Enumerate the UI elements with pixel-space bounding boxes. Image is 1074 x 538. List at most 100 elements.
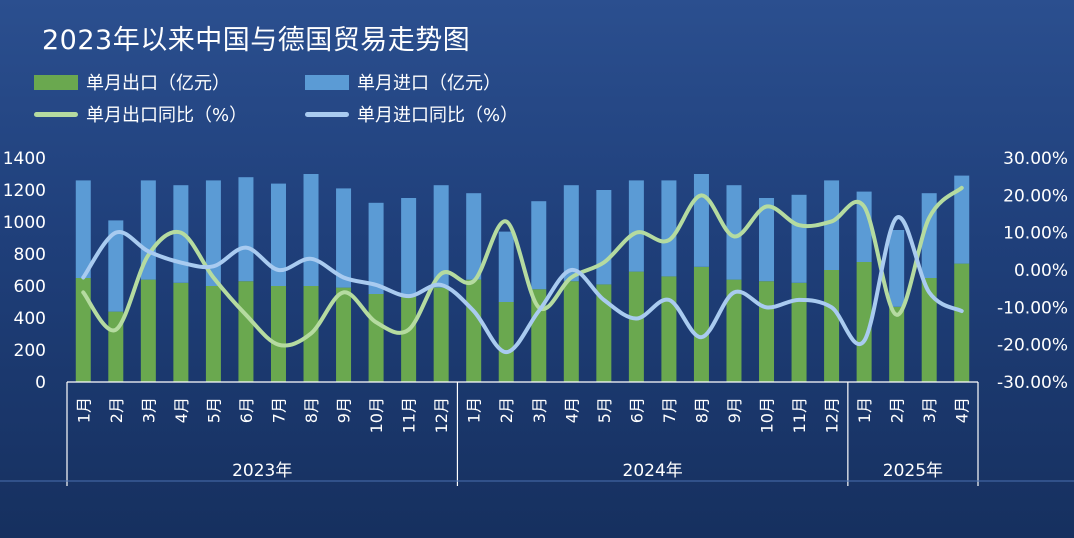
y-right-tick-label: -20.00% xyxy=(997,336,1068,356)
bar-export xyxy=(628,271,644,382)
y-left-tick-label: 1400 xyxy=(3,149,46,169)
x-tick-label: 9月 xyxy=(335,397,354,423)
legend-label-export: 单月出口（亿元） xyxy=(86,73,230,94)
bar-export xyxy=(498,302,514,382)
bar-import xyxy=(108,220,124,312)
y-left-tick-label: 800 xyxy=(14,245,46,265)
y-right-tick-label: 20.00% xyxy=(1003,186,1068,206)
bar-import xyxy=(433,185,449,288)
x-tick-label: 9月 xyxy=(725,397,744,423)
bar-export xyxy=(205,286,221,382)
bar-export xyxy=(401,295,417,382)
legend-label-import-yoy: 单月进口同比（%） xyxy=(357,105,519,126)
x-tick-label: 11月 xyxy=(790,397,809,433)
x-tick-label: 7月 xyxy=(660,397,679,423)
bar-export xyxy=(563,281,579,382)
bar-import xyxy=(596,190,612,285)
bar-import xyxy=(759,198,775,282)
bar-export xyxy=(75,278,91,382)
legend-item-export: 单月出口（亿元） xyxy=(34,69,230,95)
x-tick-label: 1月 xyxy=(74,397,93,423)
line-export-yoy xyxy=(81,185,964,348)
bar-export xyxy=(531,289,547,382)
bar-import xyxy=(693,174,709,267)
bar-import xyxy=(791,194,807,283)
bar-import xyxy=(498,231,514,302)
x-tick-label: 5月 xyxy=(595,397,614,423)
bar-import xyxy=(628,180,644,272)
x-group-label: 2023年 xyxy=(232,461,292,481)
x-tick-label: 4月 xyxy=(562,397,581,423)
x-tick-label: 11月 xyxy=(400,397,419,433)
x-tick-label: 4月 xyxy=(953,397,972,423)
legend-label-export-yoy: 单月出口同比（%） xyxy=(86,105,248,126)
x-tick-label: 2月 xyxy=(107,397,126,423)
bar-import xyxy=(238,177,254,282)
bar-export xyxy=(466,279,482,382)
x-tick-label: 8月 xyxy=(302,397,321,423)
y-left-tick-label: 1200 xyxy=(3,181,46,201)
bar-import xyxy=(336,188,352,288)
bar-export xyxy=(824,270,840,382)
bar-export xyxy=(791,282,807,382)
legend-item-import-yoy: 单月进口同比（%） xyxy=(305,101,518,127)
bar-export xyxy=(856,262,872,382)
bar-import xyxy=(303,174,319,286)
legend-item-import: 单月进口（亿元） xyxy=(305,69,501,95)
x-tick-label: 3月 xyxy=(920,397,939,423)
y-right-tick-label: 0.00% xyxy=(1014,261,1068,281)
x-tick-label: 6月 xyxy=(627,397,646,423)
bar-import xyxy=(368,202,384,294)
bar-import xyxy=(531,201,547,290)
bar-export xyxy=(759,281,775,382)
bar-import xyxy=(75,180,91,278)
x-tick-label: 6月 xyxy=(237,397,256,423)
bar-import xyxy=(466,193,482,280)
y-left-tick-label: 400 xyxy=(14,309,46,329)
x-tick-label: 4月 xyxy=(172,397,191,423)
bar-export xyxy=(661,276,677,382)
bar-import xyxy=(824,180,840,270)
bar-export xyxy=(433,287,449,382)
bar-export xyxy=(954,263,970,382)
bar-import xyxy=(563,185,579,282)
y-left-tick-label: 200 xyxy=(14,341,46,361)
y-right-tick-label: 30.00% xyxy=(1003,149,1068,169)
bar-import xyxy=(726,185,742,280)
bar-import xyxy=(270,183,286,286)
x-tick-label: 1月 xyxy=(855,397,874,423)
bar-import xyxy=(401,198,417,296)
y-left-tick-label: 600 xyxy=(14,277,46,297)
legend-swatch-import xyxy=(305,74,349,90)
bar-export xyxy=(140,279,156,382)
bar-import xyxy=(954,175,970,264)
legend-swatch-export xyxy=(34,74,78,90)
bar-export xyxy=(596,284,612,382)
y-left-tick-label: 1000 xyxy=(3,213,46,233)
x-tick-label: 8月 xyxy=(692,397,711,423)
x-tick-label: 2月 xyxy=(888,397,907,423)
bar-export xyxy=(270,286,286,382)
y-right-tick-label: 10.00% xyxy=(1003,224,1068,244)
x-group-label: 2024年 xyxy=(623,461,683,481)
bar-export xyxy=(726,279,742,382)
bar-export xyxy=(693,266,709,382)
chart-title: 2023年以来中国与德国贸易走势图 xyxy=(42,25,471,56)
bar-import xyxy=(856,191,872,262)
x-tick-label: 1月 xyxy=(465,397,484,423)
legend-swatch-export-yoy xyxy=(34,111,78,117)
bar-export xyxy=(889,306,905,382)
x-tick-label: 3月 xyxy=(530,397,549,423)
legend-item-export-yoy: 单月出口同比（%） xyxy=(34,101,247,127)
bar-export xyxy=(368,294,384,382)
bar-import xyxy=(661,180,677,277)
legend-label-import: 单月进口（亿元） xyxy=(357,73,501,94)
x-tick-label: 12月 xyxy=(823,397,842,433)
x-tick-label: 5月 xyxy=(204,397,223,423)
x-tick-label: 10月 xyxy=(758,397,777,433)
bar-export xyxy=(921,278,937,382)
y-left-tick-label: 0 xyxy=(35,373,46,393)
y-right-tick-label: -10.00% xyxy=(997,298,1068,318)
